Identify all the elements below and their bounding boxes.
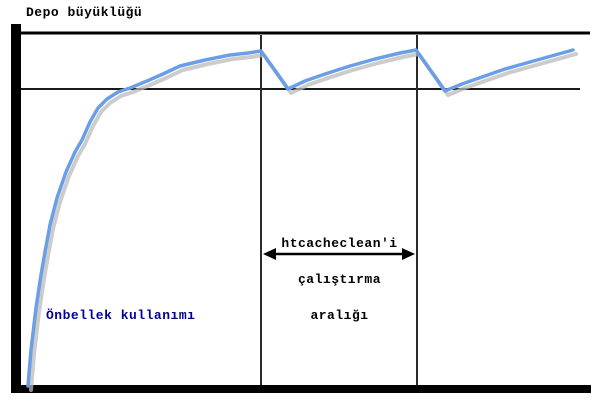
cache-usage-curve bbox=[26, 48, 575, 388]
interval-label-line2: çalıştırma bbox=[297, 272, 381, 287]
interval-label-line3: aralığı bbox=[310, 308, 369, 323]
page-title: Depo büyüklüğü bbox=[26, 5, 143, 20]
interval-arrow-right-head-icon bbox=[402, 248, 415, 260]
interval-label-line1: htcacheclean'i bbox=[281, 236, 398, 251]
cache-usage-label: Önbellek kullanımı bbox=[46, 308, 196, 323]
x-axis bbox=[11, 385, 591, 393]
y-axis bbox=[11, 24, 21, 393]
htcacheclean-interval-label: htcacheclean'i çalıştırma aralığı bbox=[262, 214, 417, 346]
interval-arrow-left-head-icon bbox=[263, 248, 276, 260]
cache-usage-curve-shadow bbox=[29, 52, 578, 392]
